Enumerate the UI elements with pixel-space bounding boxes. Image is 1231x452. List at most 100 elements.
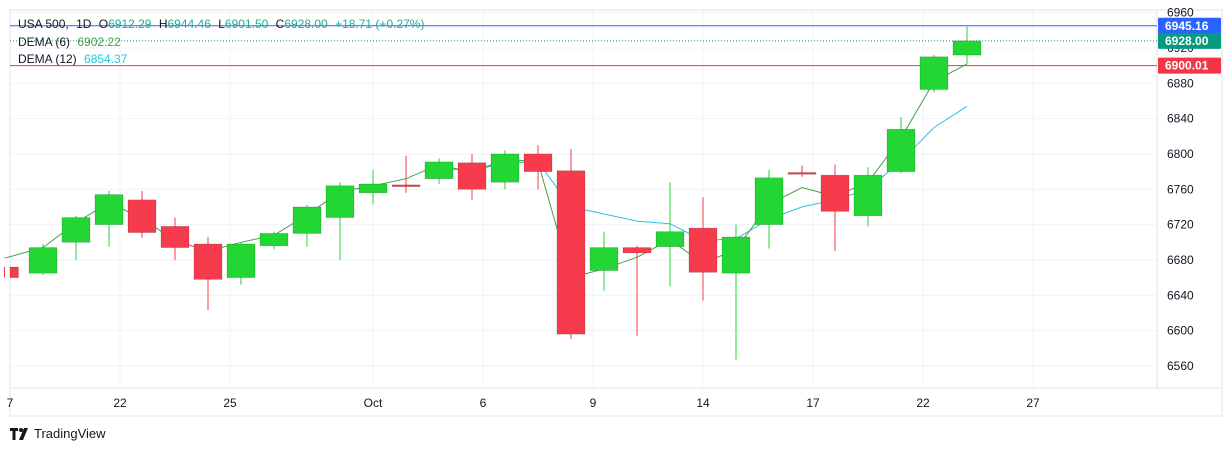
- time-tick-label: 9: [590, 396, 597, 410]
- tradingview-logo[interactable]: TradingView: [10, 426, 106, 441]
- candle: [589, 231, 619, 291]
- candle-body: [424, 161, 454, 179]
- candle: [28, 244, 58, 275]
- time-axis-border: [9, 387, 1223, 417]
- candle: [721, 224, 751, 360]
- candle-body: [787, 172, 817, 175]
- time-tick-label: 14: [696, 396, 710, 410]
- candle: [886, 116, 916, 174]
- candle: [787, 165, 817, 177]
- candles: [4, 26, 982, 360]
- candle: [424, 158, 454, 184]
- price-tick-label: 6640: [1167, 288, 1194, 302]
- tradingview-icon: [10, 427, 28, 440]
- last-price-label-text: 6928.00: [1165, 34, 1209, 48]
- candle-body: [721, 236, 751, 274]
- candle-body: [61, 217, 91, 243]
- candle: [490, 150, 520, 190]
- candle: [325, 182, 355, 260]
- interval[interactable]: 1D: [76, 17, 92, 31]
- candle-body: [160, 226, 190, 248]
- ohlc-legend: USA 500, 1D O6912.29 H6944.46 L6901.50 C…: [18, 17, 425, 31]
- candle-body: [952, 40, 982, 56]
- candle-body: [556, 170, 586, 335]
- watermark-text: TradingView: [34, 426, 106, 441]
- candle: [952, 26, 982, 64]
- candle-body: [688, 227, 718, 273]
- level-price-label-box: [1158, 57, 1221, 74]
- time-tick-label: 17: [806, 396, 820, 410]
- candle-body: [589, 247, 619, 271]
- candle-body: [820, 174, 850, 212]
- symbol-name[interactable]: USA 500: [18, 17, 66, 31]
- candle-body: [622, 247, 652, 254]
- time-tick-label: 7: [7, 396, 14, 410]
- time-tick-label: 22: [916, 396, 930, 410]
- candle-body: [919, 56, 949, 90]
- candle-body: [28, 247, 58, 274]
- dema-6-legend[interactable]: DEMA (6) 6902.22: [18, 35, 125, 49]
- candle: [688, 197, 718, 301]
- candle-body: [886, 128, 916, 172]
- candle: [94, 191, 124, 247]
- candle: [820, 164, 850, 252]
- candle: [226, 242, 256, 285]
- candle: [655, 182, 685, 287]
- change-value: +18.71 (+0.27%): [335, 17, 425, 31]
- time-tick-label: 25: [223, 396, 237, 410]
- candle: [4, 266, 19, 278]
- high-price-label-text: 6945.16: [1165, 19, 1209, 33]
- axis-frame: [9, 9, 1223, 417]
- plot-border: [9, 9, 1223, 389]
- candle-body: [457, 162, 487, 190]
- price-tick-label: 6880: [1167, 76, 1194, 90]
- price-tick-label: 6760: [1167, 182, 1194, 196]
- candle-body: [226, 243, 256, 278]
- price-tick-label: 6840: [1167, 112, 1194, 126]
- time-axis[interactable]: 7 22 25 Oct 6 9 14 17 22 27: [7, 396, 1040, 410]
- price-tick-label: 6560: [1167, 359, 1194, 373]
- candle-body: [94, 194, 124, 225]
- last-price-label-box: [1158, 32, 1221, 49]
- candle-body: [853, 174, 883, 217]
- candle: [556, 148, 586, 340]
- time-tick-label: 6: [480, 396, 487, 410]
- high-price-label-box: [1158, 17, 1221, 34]
- candle-body: [259, 233, 289, 247]
- candle: [919, 55, 949, 93]
- price-lines: [10, 25, 1157, 67]
- candle: [259, 231, 289, 250]
- candle-body: [655, 231, 685, 247]
- candle-body: [754, 177, 784, 225]
- high-label: H: [158, 17, 168, 31]
- candle-body: [292, 206, 322, 234]
- price-tick-label: 6720: [1167, 218, 1194, 232]
- low-value: 6901.50: [224, 17, 269, 31]
- candle: [391, 155, 421, 193]
- time-tick-label: Oct: [364, 396, 383, 410]
- time-tick-label: 22: [113, 396, 127, 410]
- candle-body: [9, 266, 19, 278]
- candle: [160, 217, 190, 260]
- close-value: 6928.00: [284, 17, 328, 31]
- candle-body: [193, 243, 223, 280]
- dema-12-label: DEMA (12): [18, 52, 77, 66]
- low-label: L: [218, 17, 225, 31]
- dema-12-legend[interactable]: DEMA (12) 6854.37: [18, 52, 131, 66]
- candle-body: [490, 153, 520, 183]
- level-price-label-text: 6900.01: [1165, 59, 1209, 73]
- open-label: O: [98, 17, 109, 31]
- high-value: 6944.46: [167, 17, 211, 31]
- price-tick-label: 6680: [1167, 253, 1194, 267]
- candle: [61, 215, 91, 260]
- candle: [358, 169, 388, 205]
- close-label: C: [275, 17, 285, 31]
- candle: [622, 245, 652, 336]
- price-tick-label: 6800: [1167, 147, 1194, 161]
- dema-12-value: 6854.37: [84, 52, 128, 66]
- candle: [754, 169, 784, 249]
- candle-body: [391, 184, 421, 187]
- candle: [292, 205, 322, 247]
